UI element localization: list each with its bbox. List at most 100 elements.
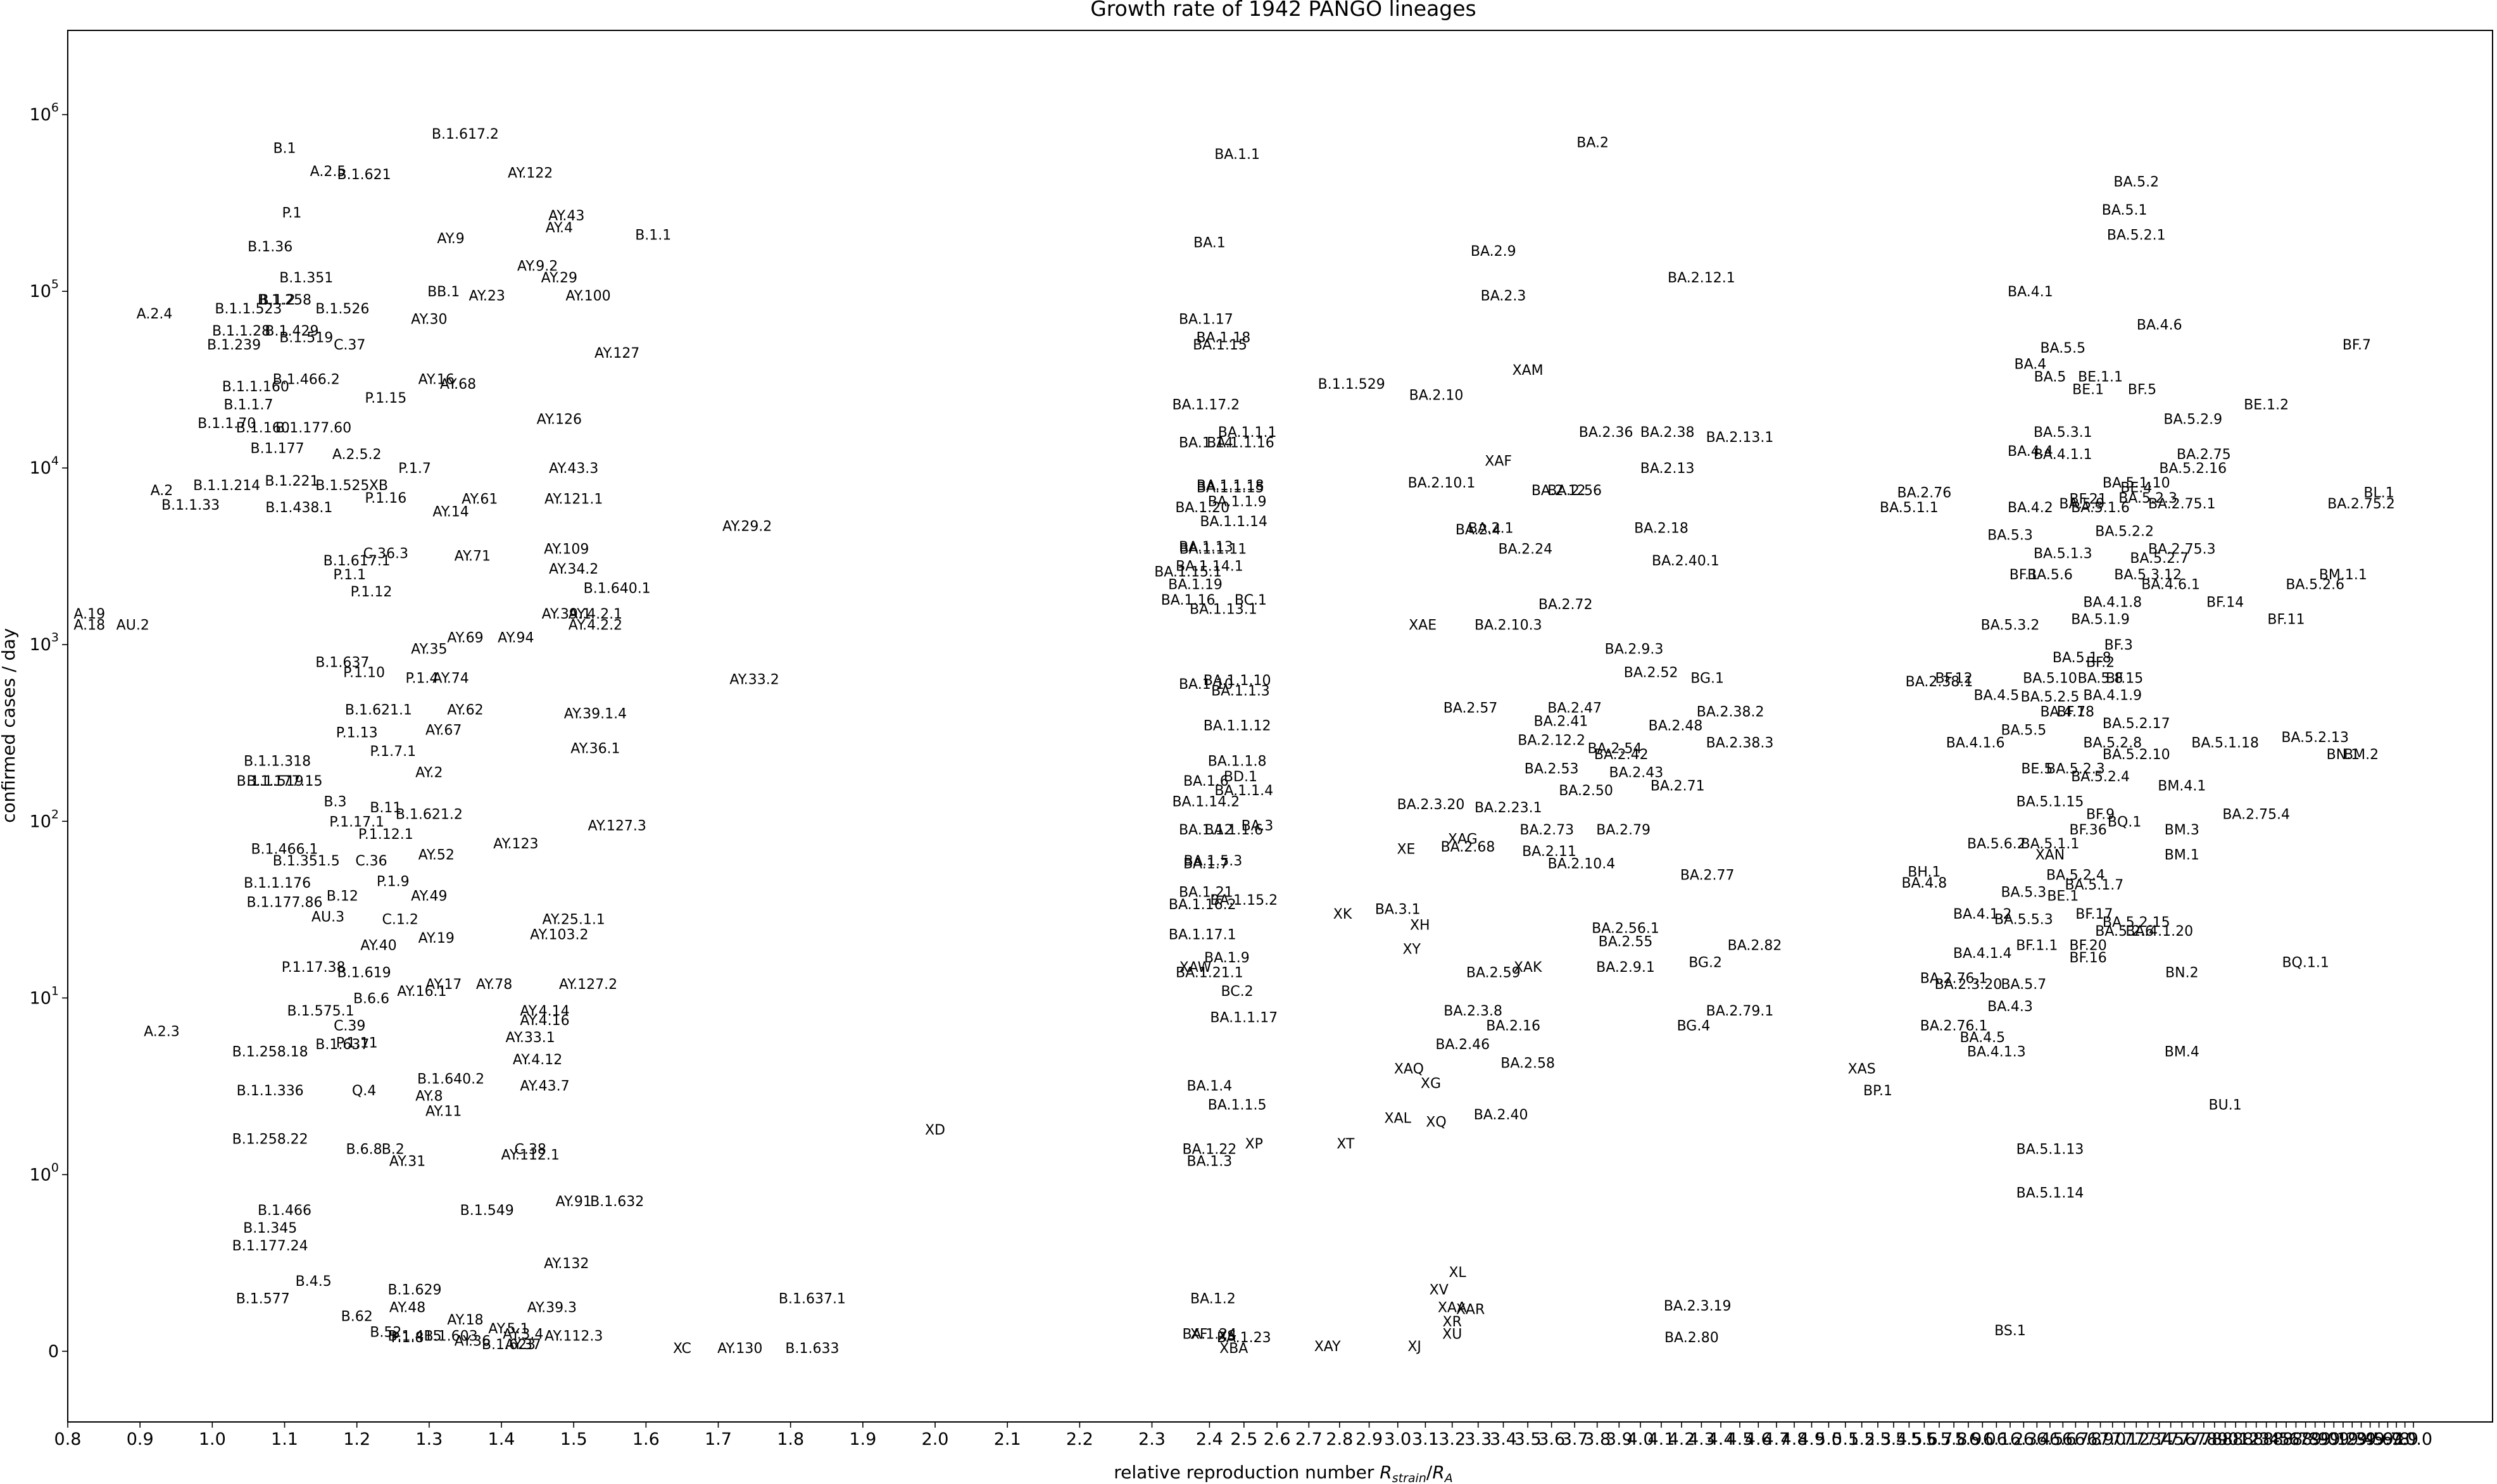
lineage-label: BA.2.40.1 [1652, 553, 1720, 569]
lineage-label: BA.2.13 [1640, 461, 1695, 477]
lineage-label: BA.4.1.8 [2083, 594, 2142, 610]
lineage-label: XJ [1407, 1339, 1421, 1355]
x-tick-label: 8.4 [2253, 1430, 2280, 1449]
x-tick-label: 1.4 [488, 1430, 515, 1449]
lineage-label: BA.1.4 [1187, 1078, 1233, 1094]
lineage-label: BF.36 [2070, 822, 2107, 838]
lineage-label: BA.2.42 [1594, 747, 1649, 763]
x-tick-label: 3.0 [1384, 1430, 1411, 1449]
lineage-label: BQ.1 [2108, 814, 2141, 830]
lineage-label: BA.5.1.6 [2071, 500, 2130, 516]
lineage-label: BA.5.1.13 [2016, 1142, 2084, 1158]
lineage-label: XAQ [1394, 1061, 1424, 1077]
lineage-label: BA.2.58 [1500, 1056, 1555, 1072]
x-tick-label: 6.0 [1969, 1430, 1996, 1449]
lineage-label: XAG [1448, 831, 1478, 847]
lineage-label: BA.5.2.3 [2046, 761, 2105, 777]
lineage-label: BA.2.76.1 [1920, 971, 1988, 987]
x-tick-label: 3.5 [1514, 1430, 1542, 1449]
x-tick-label: 8.8 [2292, 1430, 2319, 1449]
x-tick-label: 4.4 [1708, 1430, 1735, 1449]
x-tick-label: 6.7 [2062, 1430, 2089, 1449]
x-tick-label: 1.9 [849, 1430, 876, 1449]
x-tick-label: 8.2 [2232, 1430, 2260, 1449]
lineage-label: BA.1.1.11 [1179, 541, 1247, 557]
lineage-label: BF.12 [1935, 670, 1973, 686]
lineage-label: B.1.177.86 [246, 895, 322, 910]
x-tick-label: 6.3 [2010, 1430, 2037, 1449]
lineage-label: AY.39.1.4 [564, 706, 627, 722]
lineage-label: P.1.8 [391, 1330, 424, 1346]
lineage-label: XF [1190, 1326, 1208, 1342]
lineage-label: AY.127.3 [588, 818, 646, 834]
lineage-label: P.1.7 [398, 461, 431, 477]
lineage-label: BA.2.12.2 [1518, 733, 1585, 748]
lineage-label: BA.2.38.2 [1697, 704, 1764, 720]
lineage-label: BA.1.9 [1204, 950, 1250, 966]
lineage-label: BA.2.40 [1474, 1107, 1528, 1123]
lineage-label: BE.4 [2120, 480, 2152, 496]
lineage-label: BA.5.1.1 [1880, 500, 1939, 516]
lineage-label: XAW [1179, 960, 1212, 976]
lineage-label: BF.21 [2070, 492, 2107, 508]
x-tick-label: 3.9 [1606, 1430, 1633, 1449]
lineage-label: BF.3 [2104, 638, 2133, 653]
lineage-label: BA.4.6 [2137, 317, 2182, 333]
lineage-label: BQ.1.1 [2282, 955, 2329, 971]
lineage-label: BA.5.2.10 [2103, 747, 2170, 763]
lineage-label: BC.1 [1235, 593, 1267, 608]
lineage-label: B.1.351 [279, 270, 333, 286]
lineage-label: BA.1.15.2 [1210, 893, 1278, 909]
lineage-label: BA.5.5 [2040, 341, 2085, 356]
lineage-label: BE.1.1 [2078, 370, 2123, 386]
lineage-label: AY.33.2 [729, 672, 779, 688]
lineage-label: BD.1 [1224, 769, 1257, 785]
lineage-label: BA.2.23.1 [1475, 800, 1542, 816]
lineage-label: BA.1.1.18 [1197, 478, 1264, 494]
lineage-label: BA.5.8 [2078, 670, 2123, 686]
lineage-label: BA.2.38 [1640, 425, 1695, 441]
lineage-label: B.1.258 [258, 292, 311, 308]
lineage-label: A.2.3 [144, 1024, 180, 1040]
lineage-label: BF.17 [2075, 907, 2113, 922]
lineage-label: BA.2.75.4 [2222, 807, 2290, 823]
lineage-label: BA.2.59 [1466, 965, 1521, 981]
lineage-label: BA.1.22 [1183, 1142, 1237, 1158]
lineage-label: BA.2.50 [1559, 783, 1613, 799]
lineage-label: BA.4.1.4 [1953, 946, 2012, 962]
lineage-label: BA.1.15 [1193, 337, 1247, 353]
lineage-label: BA.5.2.6 [2286, 577, 2344, 593]
lineage-label: B.1.575.1 [287, 1003, 355, 1019]
lineage-label: AY.132 [544, 1256, 589, 1272]
lineage-label: XAF [1485, 454, 1512, 470]
lineage-label: BA.1.1.4 [1214, 783, 1273, 799]
lineage-label: B.1.177.24 [232, 1238, 308, 1254]
x-tick-label: 9.5 [2356, 1430, 2384, 1449]
lineage-label: A.2 [151, 483, 173, 499]
lineage-label: BA.4.6.1 [2141, 577, 2200, 593]
lineage-label: AY.91 [556, 1194, 592, 1210]
x-tick-label: 4.6 [1745, 1430, 1772, 1449]
x-tick-label: 5.7 [1926, 1430, 1953, 1449]
lineage-label: BA.2.36 [1579, 425, 1633, 441]
lineage-label: P.1.15 [365, 391, 406, 406]
lineage-label: P.1.17.1 [329, 814, 384, 830]
lineage-label: BA.4.1 [2008, 284, 2053, 300]
lineage-label: BA.4.1.1 [2034, 447, 2092, 463]
lineage-label: B.2 [382, 1142, 405, 1158]
lineage-label: XS [1217, 1328, 1236, 1344]
lineage-label: BA.2.82 [1728, 938, 1782, 953]
lineage-label: AY.34.2 [549, 562, 598, 577]
lineage-label: BA.1.1 [1214, 147, 1260, 163]
x-tick-label: 9.7 [2374, 1430, 2401, 1449]
x-tick-label: 1.5 [560, 1430, 588, 1449]
lineage-label: B.1.637.1 [779, 1292, 846, 1307]
lineage-label: B.1.466 [258, 1203, 311, 1219]
x-tick-label: 9.8 [2383, 1430, 2410, 1449]
x-tick-label: 8.9 [2301, 1430, 2329, 1449]
lineage-label: P.1.1 [333, 567, 366, 583]
lineage-label: AY.33.1 [506, 1030, 555, 1046]
x-tick-label: 8.1 [2222, 1430, 2249, 1449]
lineage-label: BA.2.48 [1649, 718, 1703, 734]
lineage-label: BA.1.1.17 [1210, 1010, 1278, 1026]
